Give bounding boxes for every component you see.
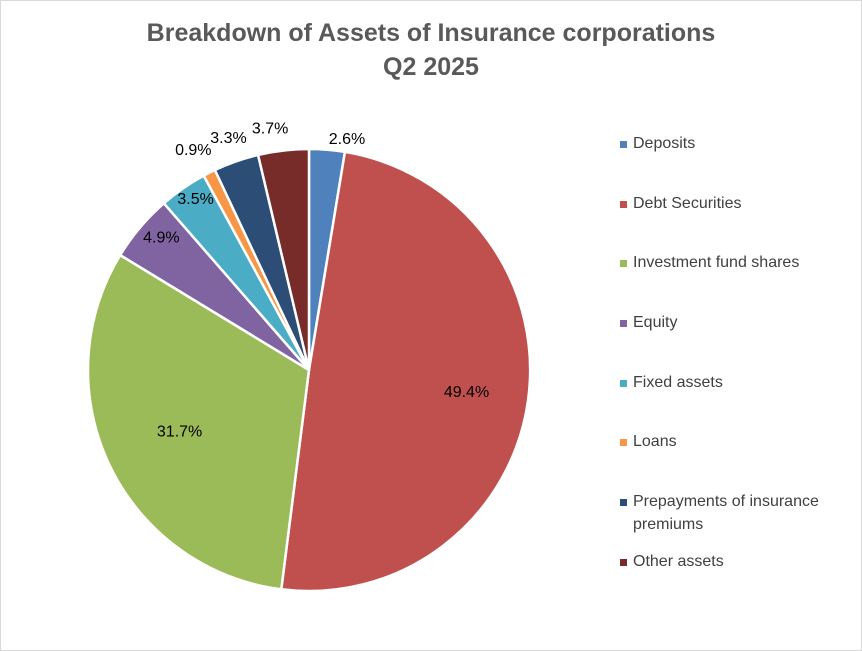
- legend-swatch: [620, 260, 627, 267]
- legend-swatch: [620, 201, 627, 208]
- pie-slice-other-assets: [256, 147, 311, 372]
- data-label: 3.7%: [252, 121, 288, 138]
- pie-slice-debt-securities: [280, 150, 532, 593]
- data-label: 4.9%: [143, 230, 179, 247]
- legend-item: Equity: [620, 311, 850, 334]
- legend-swatch: [620, 499, 627, 506]
- data-label: 0.9%: [175, 142, 211, 159]
- pie-slices: [86, 147, 532, 593]
- legend-label: Deposits: [633, 135, 696, 152]
- chart-subtitle-line: Q2 2025: [383, 53, 479, 81]
- pie-data-labels: 2.6% 49.4% 31.7% 4.9% 3.5% 0.9%3.3% 3.7%: [143, 121, 489, 441]
- data-label: 2.6%: [329, 131, 365, 148]
- legend-label: Loans: [633, 433, 677, 450]
- legend-item: Debt Securities: [620, 192, 850, 215]
- legend-swatch: [620, 380, 627, 387]
- legend-swatch: [620, 320, 627, 327]
- legend-label: Equity: [633, 314, 678, 331]
- legend-label: Investment fund shares: [633, 254, 800, 271]
- legend-swatch: [620, 439, 627, 446]
- legend-item: Prepayments of insurance premiums: [620, 490, 850, 536]
- legend-swatch: [620, 141, 627, 148]
- legend-label: Debt Securities: [633, 195, 742, 212]
- legend-item: Deposits: [620, 132, 850, 155]
- data-label: 31.7%: [157, 424, 202, 441]
- legend-item: Loans: [620, 430, 850, 453]
- data-label: 3.5%: [177, 191, 213, 208]
- data-label: 49.4%: [444, 384, 489, 401]
- chart-title-line: Breakdown of Assets of Insurance corpora…: [146, 19, 716, 47]
- legend-item: Other assets: [620, 550, 850, 573]
- legend-swatch: [620, 559, 627, 566]
- chart-title: Breakdown of Assets of Insurance corpora…: [0, 16, 862, 84]
- legend-label: Prepayments of insurance premiums: [633, 493, 819, 533]
- legend-label: Fixed assets: [633, 374, 723, 391]
- legend-label: Other assets: [633, 553, 724, 570]
- pie-slice-investment-fund-shares: [86, 253, 311, 591]
- legend-item: Investment fund shares: [620, 251, 850, 274]
- legend-item: Fixed assets: [620, 371, 850, 394]
- data-label: 3.3%: [210, 130, 246, 147]
